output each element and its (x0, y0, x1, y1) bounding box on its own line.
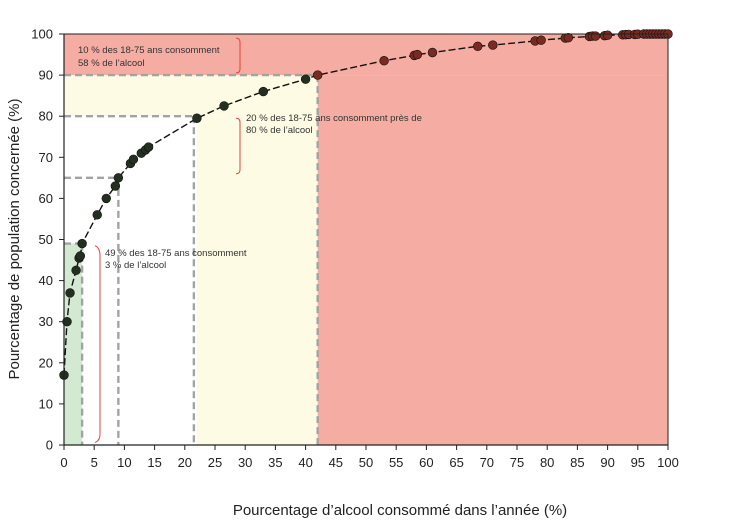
y-tick-label-60: 60 (39, 191, 53, 206)
data-point-21 (379, 56, 389, 66)
region-4 (317, 75, 668, 445)
data-point-33 (590, 31, 601, 41)
x-tick-label-50: 50 (359, 455, 373, 470)
x-tick-label-90: 90 (600, 455, 614, 470)
data-point-19 (300, 74, 311, 84)
data-point-17 (219, 101, 229, 111)
y-tick-label-50: 50 (39, 232, 53, 247)
x-tick-label-10: 10 (117, 455, 131, 470)
region-1 (64, 75, 318, 117)
data-point-18 (258, 86, 269, 97)
y-tick-label-10: 10 (39, 396, 53, 411)
y-tick-label-40: 40 (39, 273, 53, 288)
y-tick-label-80: 80 (39, 109, 53, 124)
bracket-top (235, 37, 241, 74)
annotation-top-line1: 10 % des 18-75 ans consomment (78, 45, 220, 56)
x-tick-label-85: 85 (570, 455, 584, 470)
data-point-30 (563, 32, 574, 43)
x-tick-label-5: 5 (91, 455, 98, 470)
bracket-bottom (94, 245, 101, 443)
axes: 0 5 10 15 20 25 30 35 40 45 50 55 60 65 70 75 80 85 90 95 10… (31, 27, 679, 471)
data-point-28 (536, 35, 546, 45)
data-point-15 (143, 142, 154, 152)
y-tick-label-0: 0 (46, 438, 53, 453)
region-2 (196, 116, 318, 445)
x-tick-label-0: 0 (60, 455, 67, 470)
annotation-middle-line1: 20 % des 18-75 ans consomment près de (246, 113, 422, 124)
x-tick-label-80: 80 (540, 455, 554, 470)
data-point-8 (101, 193, 111, 204)
data-point-16 (192, 113, 202, 123)
x-tick-label-65: 65 (449, 455, 463, 470)
data-point-25 (473, 41, 483, 52)
x-tick-label-55: 55 (389, 455, 403, 470)
x-tick-label-75: 75 (510, 455, 524, 470)
x-tick-label-40: 40 (298, 455, 312, 470)
annotation-brackets (94, 37, 241, 443)
y-tick-label-70: 70 (39, 150, 53, 165)
data-point-10 (113, 173, 124, 183)
data-point-26 (488, 40, 498, 50)
y-tick-label-90: 90 (39, 68, 53, 83)
data-point-2 (65, 288, 75, 298)
annotation-top-line2: 58 % de l’alcool (78, 58, 145, 69)
x-tick-label-15: 15 (147, 455, 161, 470)
y-tick-label-20: 20 (39, 355, 53, 370)
y-tick-label-100: 100 (31, 27, 53, 42)
shaded-regions (64, 34, 668, 445)
data-point-24 (427, 47, 438, 58)
x-tick-label-95: 95 (631, 455, 645, 470)
x-axis-title: Pourcentage d’alcool consommé dans l’ann… (233, 502, 567, 519)
data-point-7 (92, 210, 102, 220)
y-axis-title: Pourcentage de population concernée (%) (6, 98, 23, 379)
data-point-9 (110, 181, 121, 191)
x-tick-label-45: 45 (329, 455, 343, 470)
data-point-5 (75, 251, 86, 261)
bracket-middle (235, 117, 241, 175)
annotation-bottom-line1: 49 % des 18-75 ans consomment (105, 248, 247, 259)
data-point-12 (128, 154, 139, 165)
x-tick-label-20: 20 (178, 455, 192, 470)
x-tick-label-70: 70 (480, 455, 494, 470)
x-tick-label-35: 35 (268, 455, 282, 470)
data-point-23 (412, 49, 423, 60)
y-tick-label-30: 30 (39, 314, 53, 329)
reference-lines (64, 73, 319, 445)
data-point-20 (312, 70, 323, 80)
annotation-bottom-line2: 3 % de l’alcool (105, 260, 166, 271)
x-tick-label-60: 60 (419, 455, 433, 470)
data-point-3 (71, 265, 81, 276)
x-tick-label-25: 25 (208, 455, 222, 470)
data-point-35 (602, 30, 613, 40)
annotation-middle-line2: 80 % de l’alcool (246, 125, 313, 136)
data-point-6 (77, 238, 87, 249)
x-tick-label-30: 30 (238, 455, 252, 470)
x-tick-label-100: 100 (657, 455, 679, 470)
